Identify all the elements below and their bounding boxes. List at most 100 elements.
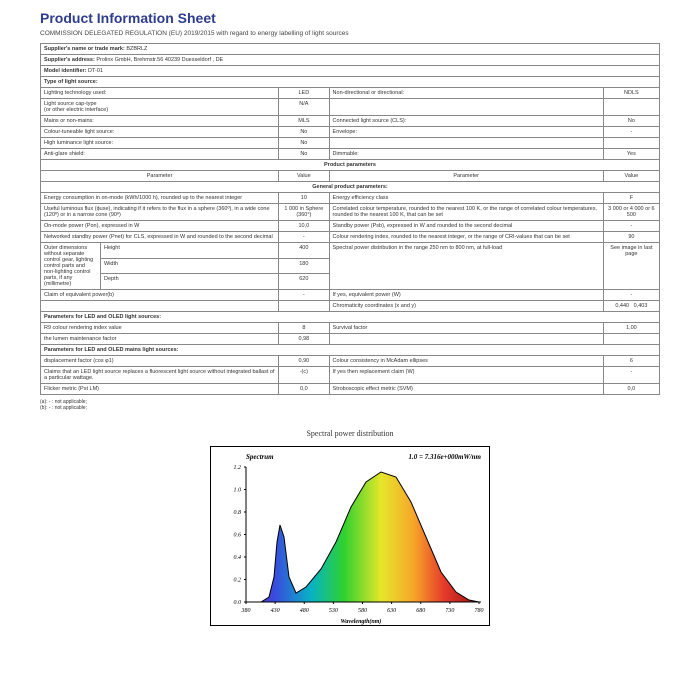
- type-header: Type of light source:: [41, 77, 660, 88]
- standby-label: Standby power (Psb), expressed in W and …: [329, 221, 603, 232]
- equiv2-value: -: [603, 290, 659, 301]
- footnotes: (a): - : not applicable; (b): - : not ap…: [40, 399, 660, 411]
- cri-value: 90: [603, 232, 659, 243]
- fluor-label: Claims that an LED light source replaces…: [41, 367, 279, 384]
- product-params-header: Product parameters: [41, 160, 660, 171]
- led-header: Parameters for LED and OLED light source…: [41, 312, 660, 323]
- spectral-chart: 0.00.20.40.60.81.01.23804304805305806306…: [210, 446, 490, 626]
- connected-label: Connected light source (CLS):: [329, 116, 603, 127]
- envelope-value: -: [603, 127, 659, 138]
- svg-text:0.8: 0.8: [234, 510, 242, 516]
- fluor-value: -(c): [279, 367, 329, 384]
- mcadam-label: Colour consistency in McAdam ellipses: [329, 356, 603, 367]
- antiglare-label: Anti-glare shield:: [41, 149, 279, 160]
- energy-cons: 10: [279, 193, 329, 204]
- tuneable-value: No: [279, 127, 329, 138]
- cct-value: 3 000 or 4 000 or 6 500: [603, 204, 659, 221]
- footnote-b: (b): - : not applicable;: [40, 405, 660, 411]
- supplier-address: Prolinx GmbH, Brehmstr.56 40239 Duesseld…: [96, 57, 223, 63]
- spd-label: Spectral power distribution in the range…: [329, 243, 603, 290]
- outer-label: Outer dimensions without separate contro…: [41, 243, 101, 290]
- svg-text:380: 380: [241, 608, 251, 614]
- chroma-value: 0,440 0,403: [603, 301, 659, 312]
- height-value: 400: [279, 243, 329, 259]
- height-label: Height: [101, 243, 279, 259]
- svg-text:Spectrum: Spectrum: [246, 453, 274, 461]
- general-header: General product parameters:: [41, 182, 660, 193]
- svg-text:430: 430: [271, 607, 280, 614]
- svg-text:780: 780: [475, 608, 484, 614]
- equiv2-label: If yes, equivalent power (W): [329, 290, 603, 301]
- svg-text:0.6: 0.6: [234, 533, 242, 539]
- param-col-1: Parameter: [41, 171, 279, 182]
- regulation-subtitle: COMMISSION DELEGATED REGULATION (EU) 201…: [40, 30, 660, 37]
- r9-value: 8: [279, 323, 329, 334]
- directional-label: Non-directional or directional:: [329, 88, 603, 99]
- cap-sub: (or other electric interface): [44, 107, 108, 113]
- replace-label: If yes then replacement claim (W): [329, 367, 603, 384]
- flicker-value: 0,0: [279, 384, 329, 395]
- mains-value: MLS: [279, 116, 329, 127]
- netstandby-value: -: [279, 232, 329, 243]
- onmode-label: On-mode power (Pon), expressed in W: [41, 221, 279, 232]
- replace-value: -: [603, 367, 659, 384]
- cri-label: Colour rendering index, rounded to the n…: [329, 232, 603, 243]
- mains-header: Parameters for LED and OLED mains light …: [41, 345, 660, 356]
- onmode-value: 10,0: [279, 221, 329, 232]
- r9-label: R9 colour rendering index value: [41, 323, 279, 334]
- flicker-label: Flicker metric (Pst LM): [41, 384, 279, 395]
- spd-value: See image in last page: [603, 243, 659, 290]
- highlum-value: No: [279, 138, 329, 149]
- cct-label: Correlated colour temperature, rounded t…: [329, 204, 603, 221]
- dimmable-label: Dimmable:: [329, 149, 603, 160]
- svg-text:680: 680: [416, 608, 425, 614]
- lumen-maint-value: 0,98: [279, 334, 329, 345]
- svg-text:1.0 = 7.316e+000mW/nm: 1.0 = 7.316e+000mW/nm: [408, 453, 481, 461]
- depth-label: Depth: [101, 274, 279, 290]
- width-value: 180: [279, 258, 329, 274]
- spectral-title: Spectral power distribution: [40, 429, 660, 438]
- cap-value: N/A: [279, 99, 329, 116]
- svg-text:Wavelength(nm): Wavelength(nm): [341, 618, 382, 625]
- width-label: Width: [101, 258, 279, 274]
- svg-text:0.4: 0.4: [234, 554, 242, 561]
- svg-text:630: 630: [387, 608, 396, 614]
- mains-label: Mains or non-mains:: [41, 116, 279, 127]
- model-label: Model identifier:: [44, 68, 86, 74]
- supplier-address-label: Supplier's address:: [44, 57, 95, 63]
- equiv-label: Claim of equivalent power(b): [41, 290, 279, 301]
- flux-label: Useful luminous flux (ϕuse), indicating …: [41, 204, 279, 221]
- disp-label: displacement factor (cos φ1): [41, 356, 279, 367]
- depth-value: 620: [279, 274, 329, 290]
- standby-value: -: [603, 221, 659, 232]
- svg-text:730: 730: [445, 608, 454, 614]
- dimmable-value: Yes: [603, 149, 659, 160]
- energy-class: F: [603, 193, 659, 204]
- strobe-value: 0,0: [603, 384, 659, 395]
- energy-class-label: Energy efficiency class: [329, 193, 603, 204]
- mcadam-value: 6: [603, 356, 659, 367]
- chroma-label: Chromaticity coordinates (x and y): [329, 301, 603, 312]
- envelope-label: Envelope:: [329, 127, 603, 138]
- survival-value: 1,00: [603, 323, 659, 334]
- svg-text:0.2: 0.2: [234, 578, 242, 584]
- svg-text:0.0: 0.0: [234, 600, 242, 606]
- svg-text:1.2: 1.2: [234, 465, 242, 471]
- model-value: DT-01: [88, 68, 103, 74]
- lumen-maint-label: the lumen maintenance factor: [41, 334, 279, 345]
- disp-value: 0,90: [279, 356, 329, 367]
- spectrum-svg: 0.00.20.40.60.81.01.23804304805305806306…: [211, 447, 491, 627]
- info-table: Supplier's name or trade mark: BZBRLZ Su…: [40, 43, 660, 395]
- flux-value: 1 000 in Sphere (360°): [279, 204, 329, 221]
- connected-value: No: [603, 116, 659, 127]
- svg-text:530: 530: [329, 608, 338, 614]
- lighting-tech-label: Lighting technology used:: [41, 88, 279, 99]
- value-col-1: Value: [279, 171, 329, 182]
- survival-label: Survival factor: [329, 323, 603, 334]
- supplier-name: BZBRLZ: [126, 46, 147, 52]
- supplier-name-label: Supplier's name or trade mark:: [44, 46, 125, 52]
- svg-text:580: 580: [358, 608, 367, 614]
- param-col-2: Parameter: [329, 171, 603, 182]
- antiglare-value: No: [279, 149, 329, 160]
- tuneable-label: Colour-tuneable light source:: [41, 127, 279, 138]
